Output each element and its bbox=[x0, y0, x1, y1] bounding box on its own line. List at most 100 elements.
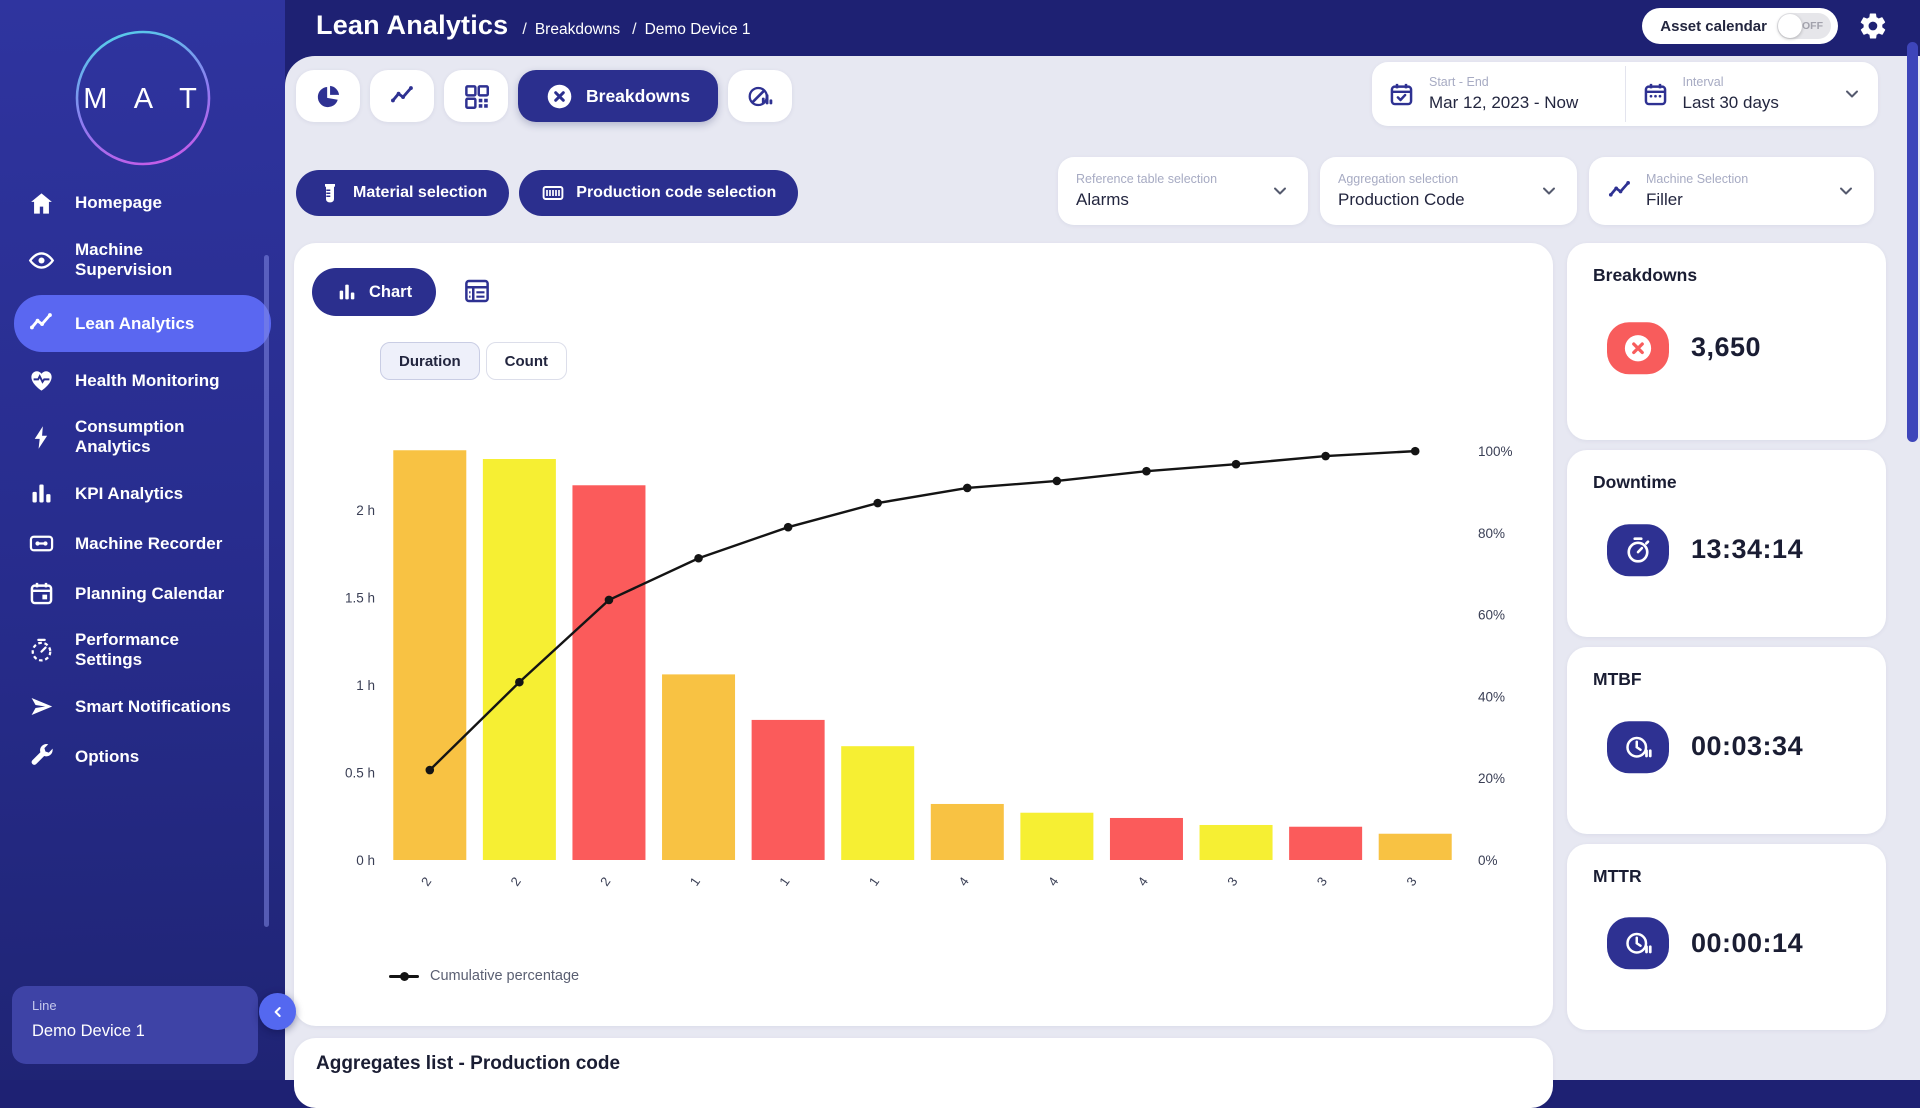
sidebar-item-machine-recorder[interactable]: Machine Recorder bbox=[14, 522, 271, 565]
breadcrumb-item[interactable]: Demo Device 1 bbox=[644, 21, 751, 38]
pareto-bar[interactable] bbox=[1020, 812, 1094, 860]
sidebar-item-machine-supervision[interactable]: Machine Supervision bbox=[14, 232, 271, 288]
x-axis-label: 3 bbox=[1314, 874, 1330, 889]
sidebar-item-consumption-analytics[interactable]: Consumption Analytics bbox=[14, 409, 271, 465]
kpi-title: MTBF bbox=[1593, 669, 1642, 689]
chart-view-button[interactable]: Chart bbox=[312, 268, 437, 316]
left-axis-tick: 1 h bbox=[356, 678, 375, 693]
cumulative-point[interactable] bbox=[1142, 466, 1151, 476]
pareto-bar[interactable] bbox=[1109, 817, 1183, 860]
chevron-down-icon bbox=[1842, 84, 1862, 104]
sidebar-collapse-button[interactable] bbox=[259, 993, 296, 1030]
breadcrumb-item[interactable]: Breakdowns bbox=[534, 21, 621, 38]
interval-selector[interactable]: Interval Last 30 days bbox=[1626, 62, 1879, 126]
cumulative-point[interactable] bbox=[1410, 446, 1420, 456]
cumulative-point[interactable] bbox=[783, 522, 793, 532]
settings-button[interactable] bbox=[1858, 11, 1888, 41]
pareto-bar[interactable] bbox=[393, 450, 467, 860]
grid-icon bbox=[463, 83, 490, 110]
pie-view-button[interactable] bbox=[296, 70, 360, 122]
gauge-icon bbox=[28, 637, 55, 664]
sidebar-item-lean-analytics[interactable]: Lean Analytics bbox=[14, 295, 271, 353]
tab-duration[interactable]: Duration bbox=[380, 342, 480, 380]
sidebar-item-label: Planning Calendar bbox=[75, 583, 225, 603]
x-axis-label: 4 bbox=[955, 874, 971, 889]
beaker-icon bbox=[318, 181, 342, 205]
kpi-column: Breakdowns 3,650 Downtime 13:34:14 MTBF 00:03… bbox=[1567, 243, 1886, 1030]
asset-calendar-switch[interactable]: OFF bbox=[1777, 13, 1831, 39]
cumulative-point[interactable] bbox=[604, 595, 614, 605]
right-axis-tick: 60% bbox=[1478, 608, 1505, 623]
cumulative-point[interactable] bbox=[694, 553, 703, 563]
pareto-bar[interactable] bbox=[662, 674, 736, 860]
chart-view-label: Chart bbox=[369, 282, 413, 301]
dropdown-value: Filler bbox=[1646, 190, 1683, 209]
kpi-title: MTTR bbox=[1593, 866, 1642, 886]
cumulative-point[interactable] bbox=[1052, 476, 1062, 486]
production-code-selection-button[interactable]: Production code selection bbox=[519, 170, 799, 216]
x-axis-label: 2 bbox=[507, 874, 523, 889]
sidebar-item-label: Homepage bbox=[75, 193, 162, 213]
left-axis-tick: 1.5 h bbox=[345, 590, 375, 605]
main-content: Breakdowns Start - End Mar 12, 2023 - No… bbox=[285, 56, 1920, 1108]
dropdown-aggregation-selection[interactable]: Aggregation selection Production Code bbox=[1320, 157, 1577, 225]
pareto-bar[interactable] bbox=[751, 719, 825, 860]
dropdown-machine-selection[interactable]: Machine Selection Filler bbox=[1589, 157, 1874, 225]
interval-label: Interval bbox=[1682, 75, 1724, 89]
asset-calendar-toggle[interactable]: Asset calendar OFF bbox=[1642, 8, 1838, 44]
trend-icon bbox=[389, 83, 416, 110]
kpi-card-mtbf: MTBF 00:03:34 bbox=[1567, 647, 1886, 834]
sidebar-item-label: Performance Settings bbox=[75, 630, 179, 670]
cumulative-point[interactable] bbox=[425, 765, 435, 775]
sidebar-item-options[interactable]: Options bbox=[14, 735, 271, 778]
x-circle-icon bbox=[546, 83, 573, 110]
date-range-label: Start - End bbox=[1429, 75, 1489, 89]
availability-view-button[interactable] bbox=[728, 70, 793, 122]
pareto-bar[interactable] bbox=[930, 803, 1004, 860]
dropdown-reference-table-selection[interactable]: Reference table selection Alarms bbox=[1058, 157, 1308, 225]
clock-pause-icon bbox=[1607, 917, 1669, 970]
pareto-bar[interactable] bbox=[841, 746, 915, 860]
cumulative-point[interactable] bbox=[1231, 459, 1241, 469]
sidebar-item-health-monitoring[interactable]: Health Monitoring bbox=[14, 359, 271, 402]
cumulative-point[interactable] bbox=[1321, 451, 1330, 461]
bolt-icon bbox=[28, 424, 55, 451]
left-axis-tick: 0.5 h bbox=[345, 765, 375, 780]
sidebar-item-kpi-analytics[interactable]: KPI Analytics bbox=[14, 472, 271, 515]
x-axis-label: 2 bbox=[418, 874, 434, 889]
tab-count[interactable]: Count bbox=[485, 342, 567, 380]
cumulative-point[interactable] bbox=[515, 677, 524, 687]
asset-calendar-label: Asset calendar bbox=[1660, 17, 1767, 35]
pareto-bar[interactable] bbox=[1199, 824, 1273, 860]
pareto-bar[interactable] bbox=[1378, 833, 1452, 860]
pareto-bar[interactable] bbox=[1289, 826, 1363, 860]
x-circle-icon bbox=[1607, 321, 1669, 374]
cumulative-point[interactable] bbox=[962, 483, 972, 493]
tab-breakdowns[interactable]: Breakdowns bbox=[518, 70, 719, 122]
date-range-selector[interactable]: Start - End Mar 12, 2023 - Now bbox=[1372, 62, 1625, 126]
material-selection-button[interactable]: Material selection bbox=[296, 170, 510, 216]
grid-view-button[interactable] bbox=[444, 70, 508, 122]
pareto-bar[interactable] bbox=[572, 485, 646, 860]
kpi-card-breakdowns: Breakdowns 3,650 bbox=[1567, 243, 1886, 440]
sidebar-item-planning-calendar[interactable]: Planning Calendar bbox=[14, 572, 271, 615]
sidebar-item-label: KPI Analytics bbox=[75, 483, 184, 503]
sidebar-item-label: Smart Notifications bbox=[75, 696, 231, 716]
sidebar-item-homepage[interactable]: Homepage bbox=[14, 182, 271, 225]
x-axis-label: 1 bbox=[687, 874, 703, 889]
sidebar-item-performance-settings[interactable]: Performance Settings bbox=[14, 622, 271, 678]
chevron-left-icon bbox=[270, 1004, 286, 1020]
aggregates-title: Aggregates list - Production code bbox=[316, 1053, 621, 1074]
trend-view-button[interactable] bbox=[370, 70, 434, 122]
page-scrollbar[interactable] bbox=[1907, 42, 1918, 442]
cumulative-point[interactable] bbox=[873, 498, 883, 508]
device-card[interactable]: Line Demo Device 1 bbox=[12, 986, 258, 1064]
bar-chart-icon bbox=[28, 480, 55, 507]
table-view-button[interactable] bbox=[462, 276, 492, 306]
sidebar-scrollbar[interactable] bbox=[264, 255, 269, 927]
sidebar-item-smart-notifications[interactable]: Smart Notifications bbox=[14, 685, 271, 728]
kpi-value: 13:34:14 bbox=[1691, 534, 1804, 565]
chevron-down-icon bbox=[1836, 181, 1856, 201]
breadcrumb-separator: / bbox=[522, 21, 527, 38]
